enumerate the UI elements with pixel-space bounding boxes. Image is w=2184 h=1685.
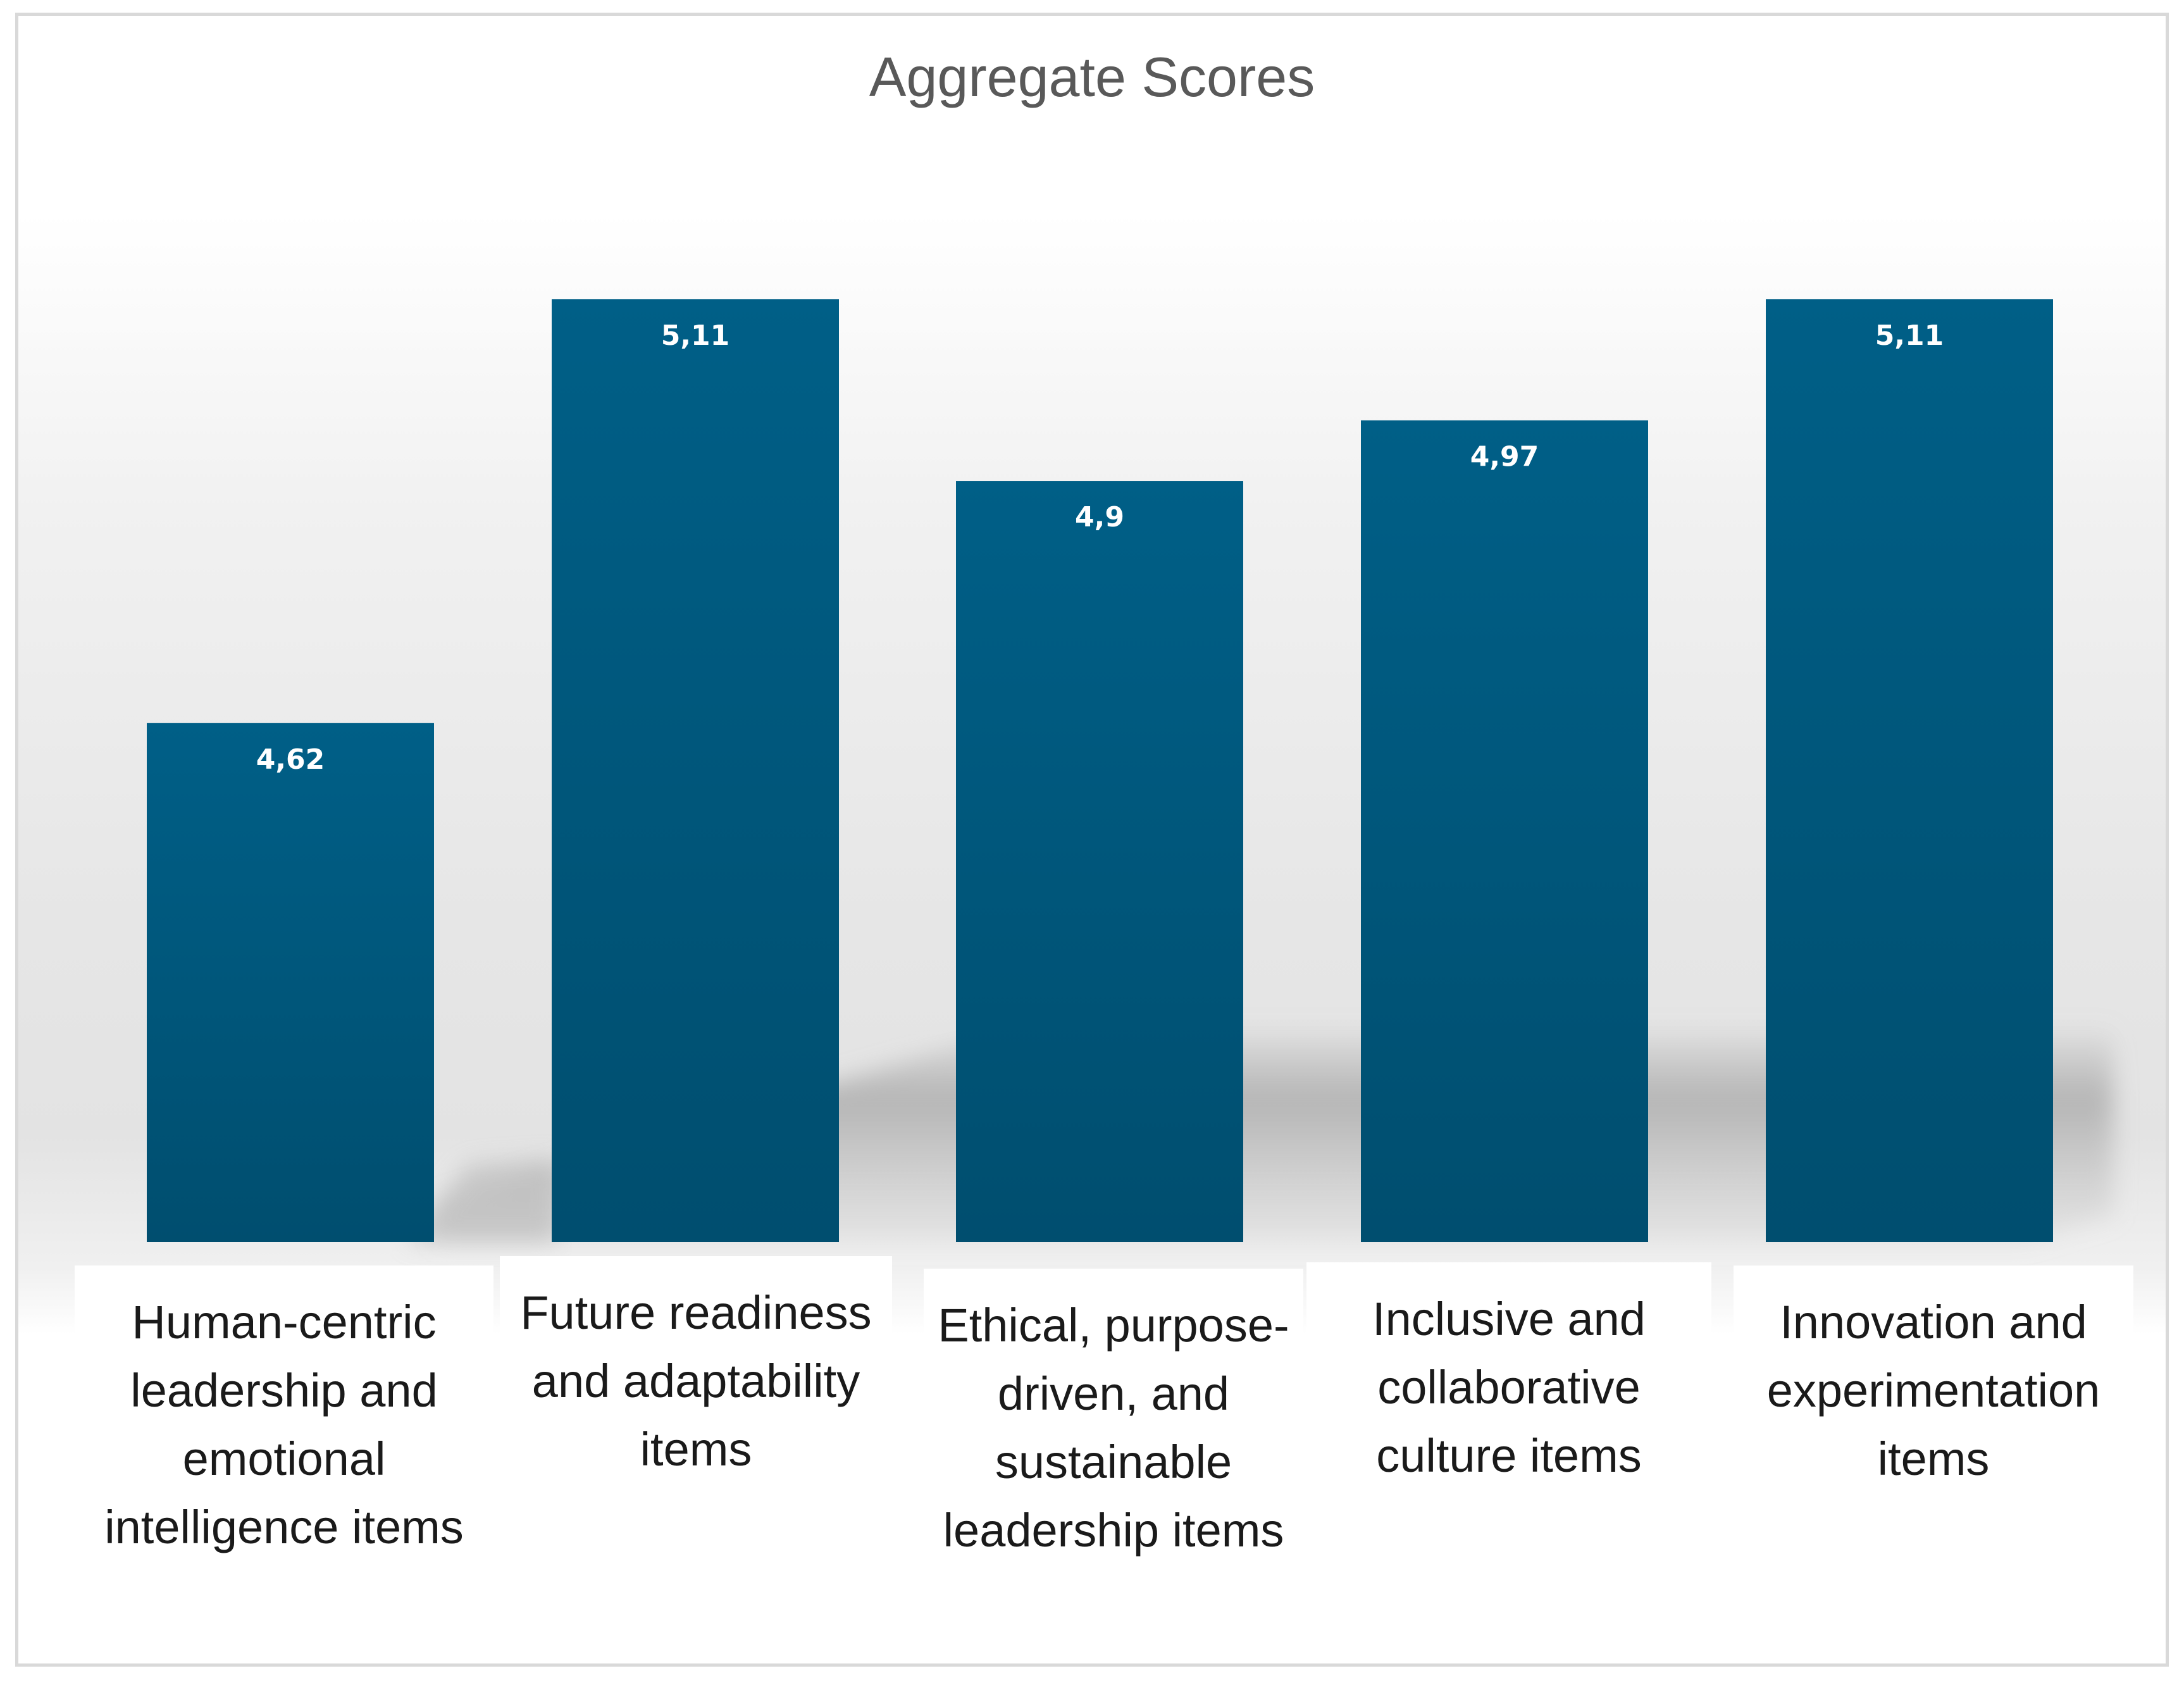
bars-group <box>147 299 2053 1242</box>
bar-5[interactable] <box>1766 299 2053 1242</box>
chart-title: Aggregate Scores <box>869 46 1315 108</box>
bar-3[interactable] <box>956 481 1243 1242</box>
data-label-4: 4,97 <box>1470 440 1539 473</box>
category-label-3: Ethical, purpose-driven, and sustainable… <box>924 1269 1303 1620</box>
category-label-text: Ethical, purpose-driven, and sustainable… <box>938 1299 1289 1557</box>
data-label-2: 5,11 <box>661 320 730 352</box>
data-label-1: 4,62 <box>256 743 325 776</box>
bar-shadow <box>405 1158 557 1242</box>
category-label-4: Inclusive and collaborative culture item… <box>1306 1262 1711 1620</box>
bar-4[interactable] <box>1361 420 1648 1242</box>
category-label-text: Human-centric leadership and emotional i… <box>104 1296 464 1553</box>
value-labels-group: 4,62 5,11 4,9 4,97 5,11 <box>256 320 1944 776</box>
category-label-text: Innovation and experimentation items <box>1766 1296 2100 1485</box>
data-label-3: 4,9 <box>1075 501 1124 533</box>
category-label-2: Future readiness and adaptability items <box>500 1256 892 1620</box>
category-label-1: Human-centric leadership and emotional i… <box>75 1265 493 1620</box>
bar-shadows <box>405 1025 2113 1242</box>
category-label-text: Future readiness and adaptability items <box>520 1286 872 1476</box>
bar-2[interactable] <box>552 299 839 1242</box>
data-label-5: 5,11 <box>1875 320 1944 352</box>
category-label-5: Innovation and experimentation items <box>1734 1265 2133 1550</box>
bar-1[interactable] <box>147 723 434 1242</box>
category-label-text: Inclusive and collaborative culture item… <box>1372 1293 1646 1482</box>
floor-shadow <box>437 1025 2113 1242</box>
